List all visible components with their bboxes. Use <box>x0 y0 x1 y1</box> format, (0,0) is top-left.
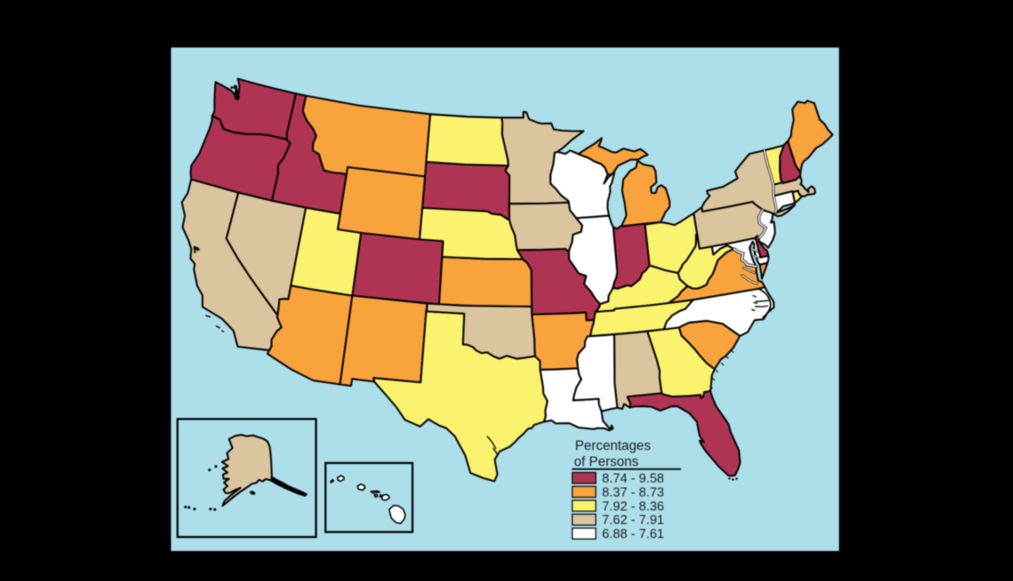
svg-text:7.62 - 7.91: 7.62 - 7.91 <box>602 512 664 527</box>
svg-text:6.88 - 7.61: 6.88 - 7.61 <box>602 526 664 541</box>
svg-text:8.74 - 9.58: 8.74 - 9.58 <box>602 471 664 486</box>
svg-text:8.37 - 8.73: 8.37 - 8.73 <box>602 484 664 499</box>
svg-text:Percentages: Percentages <box>575 438 651 453</box>
svg-text:7.92 - 8.36: 7.92 - 8.36 <box>602 498 664 513</box>
svg-text:of Persons: of Persons <box>574 454 639 469</box>
